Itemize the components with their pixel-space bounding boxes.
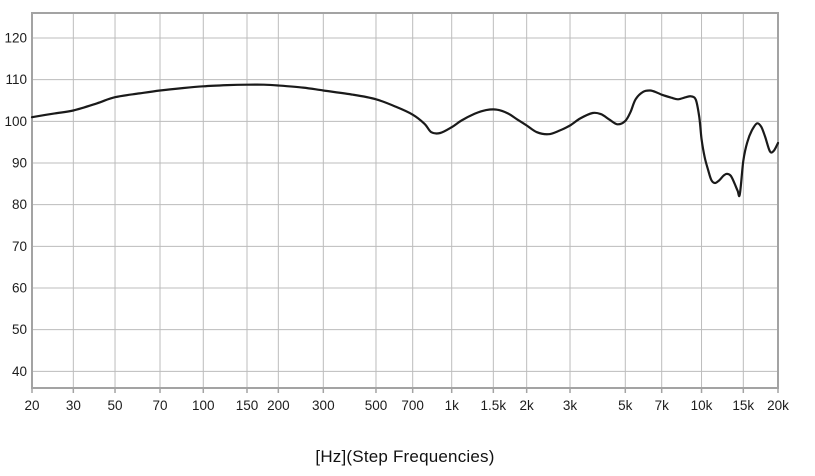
- x-tick-label: 20: [24, 398, 39, 413]
- x-tick-label: 7k: [655, 398, 670, 413]
- x-tick-label: 700: [401, 398, 424, 413]
- x-tick-label: 10k: [691, 398, 713, 413]
- x-axis-title: [Hz](Step Frequencies): [315, 447, 495, 466]
- plot-border: [31, 12, 779, 389]
- y-tick-label: 120: [4, 31, 27, 46]
- y-tick-label: 110: [5, 72, 27, 87]
- x-tick-label: 100: [192, 398, 215, 413]
- y-axis-tick-labels: 120 110 100 90 80 70 60 50 40: [4, 31, 27, 379]
- x-tick-label: 50: [108, 398, 123, 413]
- x-tick-label: 20k: [767, 398, 789, 413]
- y-tick-label: 100: [4, 114, 27, 129]
- x-tick-label: 5k: [618, 398, 633, 413]
- y-tick-label: 60: [12, 281, 27, 296]
- grid-lines: [31, 13, 779, 388]
- y-tick-label: 50: [12, 322, 27, 337]
- x-tick-label: 1.5k: [481, 398, 507, 413]
- x-tick-label: 30: [66, 398, 81, 413]
- x-tick-label: 2k: [520, 398, 535, 413]
- y-tick-label: 70: [12, 239, 27, 254]
- x-tick-label: 15k: [732, 398, 754, 413]
- x-tick-label: 200: [267, 398, 290, 413]
- x-tick-label: 150: [236, 398, 259, 413]
- x-tick-label: 300: [312, 398, 335, 413]
- x-tick-label: 3k: [563, 398, 578, 413]
- x-tick-label: 500: [365, 398, 388, 413]
- y-tick-label: 40: [12, 364, 27, 379]
- y-tick-label: 90: [12, 156, 27, 171]
- response-curve: [30, 83, 780, 198]
- x-tick-label: 1k: [445, 398, 460, 413]
- y-tick-label: 80: [12, 197, 27, 212]
- x-tick-label: 70: [152, 398, 167, 413]
- x-axis-tick-labels: 20 30 50 70 100 150 200 300 500 700 1k 1.5k 2k 3k 5k 7k…: [24, 398, 789, 413]
